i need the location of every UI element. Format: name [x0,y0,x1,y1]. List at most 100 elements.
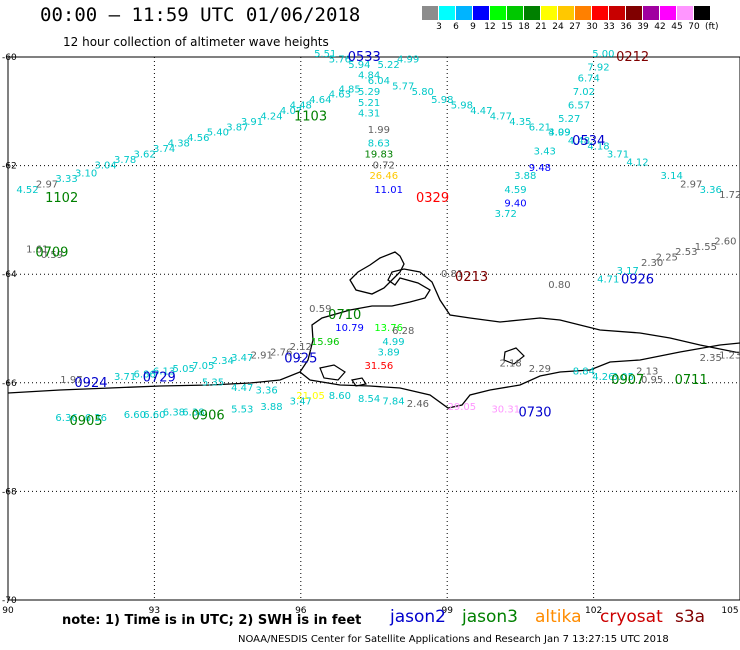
wave-height-value: 4.18 [587,141,609,152]
wave-height-value: 3.10 [75,168,97,179]
wave-height-value: 3.14 [661,171,683,182]
pass-time-label: 0711 [675,373,708,388]
colorbar-swatch [541,6,557,20]
wave-height-value: 5.21 [358,98,380,109]
wave-height-value: 3.99 [548,128,570,139]
wave-height-value: 4.26 [592,372,614,383]
antarctic-coastline [7,251,740,409]
wave-height-value: 3.05 [612,372,634,383]
wave-height-value: 1.23 [719,350,740,361]
wave-height-value: 2.12 [290,342,312,353]
wave-height-value: 4.47 [231,383,253,394]
wave-height-value: 1.99 [368,125,390,136]
wave-height-value: 5.53 [231,405,253,416]
y-tick-label: -70 [2,596,17,606]
pass-time-label: 0329 [416,191,449,206]
wave-height-value: 4.24 [260,111,282,122]
wave-height-value: 5.51 [314,49,336,60]
pass-time-label: 0212 [616,50,649,65]
credit-line: NOAA/NESDIS Center for Satellite Applica… [238,634,669,645]
wave-height-value: 2.34 [212,356,234,367]
colorbar-label: 30 [586,22,598,32]
colorbar-swatch [490,6,506,20]
wave-height-value: 1.55 [695,242,717,253]
wave-height-value: 5.35 [202,378,224,389]
pass-time-label: 0907 [611,373,644,388]
wave-height-value: 5.00 [592,49,614,60]
colorbar-label: 3 [436,22,442,32]
wave-height-value: 3.88 [514,171,536,182]
colorbar-swatch [677,6,693,20]
colorbar-label: 6 [453,22,459,32]
pass-time-label: 0710 [328,308,361,323]
colorbar-label: 18 [518,22,530,32]
wave-height-value: 4.07 [280,106,302,117]
y-tick-label: -62 [2,162,17,172]
wave-height-value: 5.29 [358,87,380,98]
wave-height-value: 3.74 [153,144,175,155]
colorbar-label: 15 [501,22,513,32]
x-tick-label: 105 [721,606,738,616]
wave-height-value: 4.77 [490,111,512,122]
wave-height-value: 4.09 [548,128,570,139]
x-tick-label: 102 [585,606,602,616]
wave-height-value: 19.83 [365,149,394,160]
wave-height-value: 3.89 [378,348,400,359]
wave-height-value: 4.38 [168,139,190,150]
wave-height-value: 5.05 [173,364,195,375]
wave-height-value: 5.94 [348,60,370,71]
wave-height-value: 30.31 [491,405,520,416]
coastline-main [7,268,740,394]
wave-height-value: 0.59 [41,250,63,261]
wave-height-value: 6.36 [85,413,107,424]
wave-height-value: 3.87 [226,122,248,133]
wave-height-value: 15.96 [311,337,340,348]
wave-height-value: 3.04 [94,160,116,171]
wave-height-value: 5.27 [558,114,580,125]
wave-height-value: 21.05 [296,391,325,402]
colorbar-label: 12 [484,22,496,32]
wave-height-value: 26.46 [369,171,398,182]
wave-height-value: 6.57 [568,101,590,112]
wave-height-value: 6.38 [163,407,185,418]
wave-height-value: 8.54 [358,394,380,405]
pass-time-label: 0709 [35,245,68,260]
wave-height-value: 8.63 [368,139,390,150]
colorbar-units: (ft) [705,22,719,32]
colorbar-swatch [422,6,438,20]
wave-height-value: 4.52 [16,185,38,196]
wave-height-value: 3.91 [241,117,263,128]
coastline-small-island [503,347,525,365]
colorbar-label: 27 [569,22,581,32]
x-tick-label: 90 [2,606,14,616]
gridlines [8,57,740,600]
map-subtitle: 12 hour collection of altimeter wave hei… [63,35,329,49]
wave-height-value: 4.59 [504,185,526,196]
wave-height-value: 8.84 [573,367,595,378]
colorbar-swatch [439,6,455,20]
wave-height-value: 4.48 [568,136,590,147]
colorbar-swatch [694,6,710,20]
coastline-small-island [351,377,367,387]
colorbar-label: 70 [688,22,700,32]
y-tick-label: -60 [2,53,17,63]
wave-height-value: 3.47 [290,397,312,408]
wave-height-value: 4.71 [597,274,619,285]
wave-height-value: 5.22 [378,60,400,71]
satellite-legend-altika: altika [535,607,582,627]
wave-height-value: 6.60 [143,410,165,421]
wave-height-value: 1.61 [26,244,48,255]
wave-height-value: 2.30 [641,258,663,269]
wave-height-value: 6.13 [153,367,175,378]
wave-height-value: 3.78 [114,155,136,166]
wave-height-value: 3.71 [114,372,136,383]
wave-height-value: 11.01 [374,185,403,196]
colorbar-label: 39 [637,22,649,32]
wave-height-value: 3.36 [700,185,722,196]
wave-height-value: 0.95 [641,375,663,386]
wave-height-value: 3.71 [607,149,629,160]
coastline-shelf [299,342,740,409]
wave-height-value: 2.29 [529,364,551,375]
wave-height-value: 7.92 [587,63,609,74]
